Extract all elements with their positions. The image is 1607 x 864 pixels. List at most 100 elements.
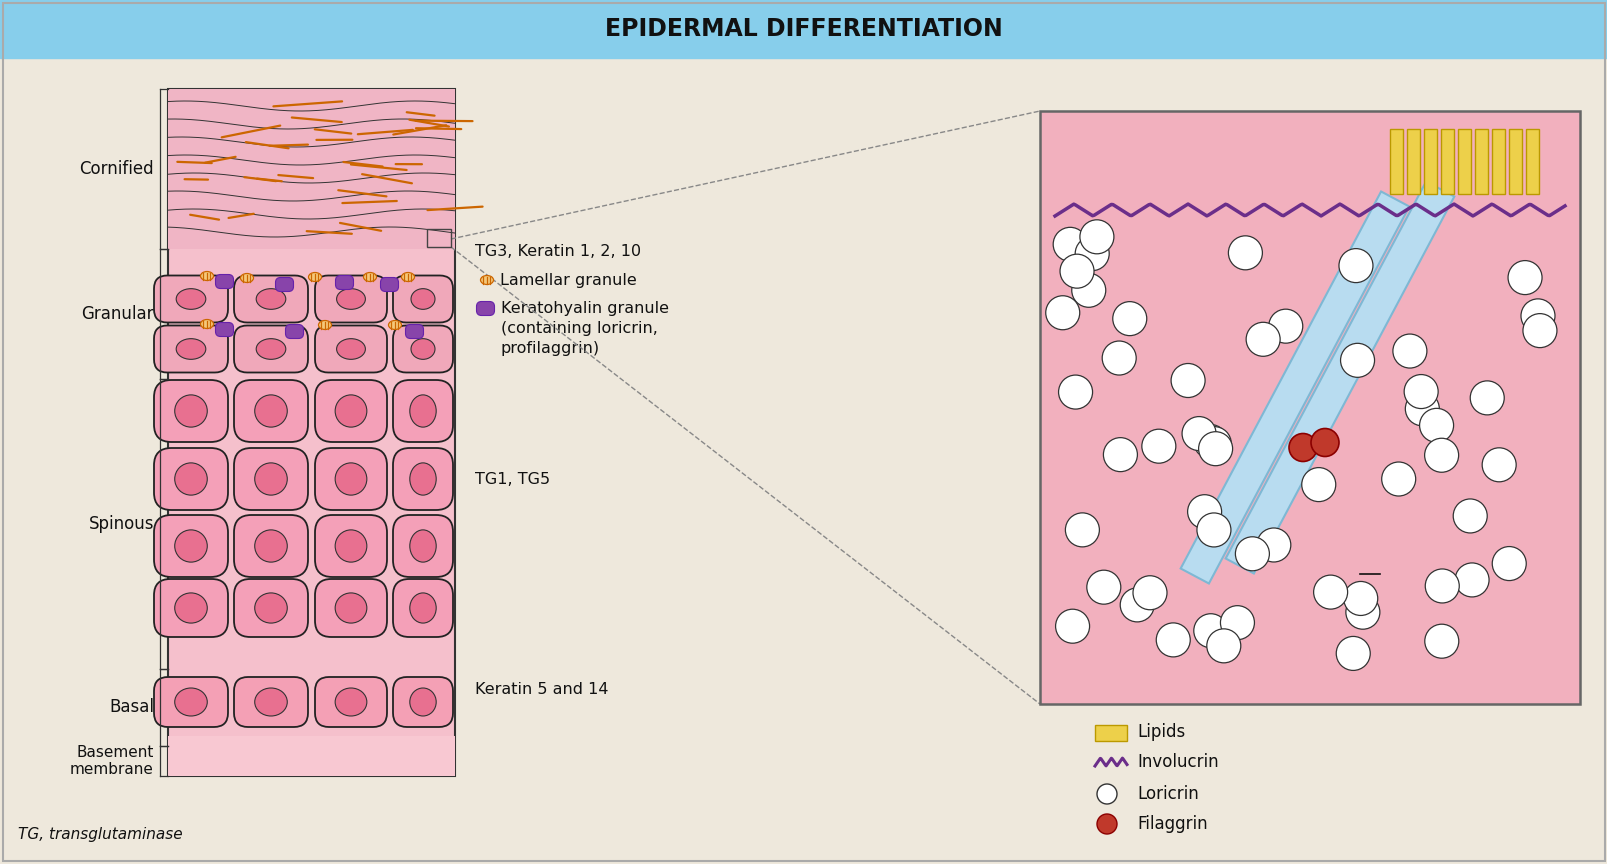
Circle shape: [1345, 595, 1379, 629]
Circle shape: [1257, 528, 1290, 562]
Circle shape: [1192, 613, 1228, 648]
Circle shape: [1424, 624, 1458, 658]
FancyBboxPatch shape: [405, 325, 423, 339]
Ellipse shape: [336, 289, 365, 309]
Circle shape: [1343, 581, 1377, 615]
Circle shape: [1289, 434, 1316, 461]
Circle shape: [1133, 575, 1167, 610]
Bar: [0, 0, 1607, 58]
Text: TG1, TG5: TG1, TG5: [474, 472, 550, 486]
Ellipse shape: [410, 395, 435, 427]
Ellipse shape: [254, 395, 288, 427]
FancyBboxPatch shape: [215, 275, 233, 289]
Ellipse shape: [334, 688, 366, 716]
FancyBboxPatch shape: [154, 448, 228, 510]
Circle shape: [1335, 637, 1369, 670]
Ellipse shape: [363, 272, 376, 282]
Circle shape: [1454, 563, 1488, 597]
FancyBboxPatch shape: [315, 677, 387, 727]
Bar: [1440, 129, 1453, 194]
Circle shape: [1310, 429, 1339, 456]
Ellipse shape: [254, 593, 288, 623]
FancyBboxPatch shape: [154, 677, 228, 727]
Circle shape: [1101, 341, 1136, 375]
Bar: [1491, 129, 1504, 194]
FancyBboxPatch shape: [235, 380, 309, 442]
Circle shape: [1197, 427, 1231, 461]
FancyBboxPatch shape: [154, 326, 228, 372]
Ellipse shape: [177, 289, 206, 309]
Text: profilaggrin): profilaggrin): [501, 340, 599, 355]
Ellipse shape: [389, 321, 402, 329]
FancyBboxPatch shape: [392, 677, 453, 727]
Circle shape: [1220, 606, 1253, 639]
FancyBboxPatch shape: [315, 579, 387, 637]
FancyBboxPatch shape: [392, 380, 453, 442]
Circle shape: [1181, 416, 1215, 451]
Ellipse shape: [336, 339, 365, 359]
Bar: [1507, 129, 1522, 194]
Ellipse shape: [256, 339, 286, 359]
Ellipse shape: [480, 276, 493, 284]
Circle shape: [1059, 254, 1093, 289]
Circle shape: [1228, 236, 1261, 270]
Ellipse shape: [410, 530, 435, 562]
Ellipse shape: [175, 530, 207, 562]
Circle shape: [1424, 569, 1459, 603]
Bar: [1094, 725, 1127, 741]
Circle shape: [1197, 432, 1233, 466]
Ellipse shape: [402, 272, 415, 282]
FancyBboxPatch shape: [235, 677, 309, 727]
Text: Keratin 5 and 14: Keratin 5 and 14: [474, 682, 607, 696]
FancyBboxPatch shape: [286, 325, 304, 339]
Bar: [167, 89, 455, 249]
Ellipse shape: [175, 688, 207, 716]
Ellipse shape: [411, 339, 435, 359]
FancyBboxPatch shape: [154, 515, 228, 577]
Circle shape: [1268, 309, 1302, 343]
Circle shape: [1053, 227, 1086, 261]
FancyBboxPatch shape: [275, 277, 294, 291]
Text: Filaggrin: Filaggrin: [1136, 815, 1207, 833]
Circle shape: [1096, 784, 1117, 804]
Circle shape: [1520, 299, 1554, 333]
Ellipse shape: [334, 395, 366, 427]
Bar: [1406, 129, 1419, 194]
FancyBboxPatch shape: [235, 579, 309, 637]
Bar: [1040, 111, 1580, 704]
Circle shape: [1045, 295, 1078, 330]
Circle shape: [1313, 575, 1347, 609]
Ellipse shape: [175, 593, 207, 623]
FancyBboxPatch shape: [154, 579, 228, 637]
Ellipse shape: [334, 463, 366, 495]
FancyBboxPatch shape: [315, 276, 387, 322]
Bar: [1474, 129, 1486, 194]
Circle shape: [1405, 391, 1438, 426]
Circle shape: [1522, 314, 1556, 347]
Circle shape: [1392, 334, 1425, 368]
FancyBboxPatch shape: [215, 322, 233, 336]
Circle shape: [1112, 302, 1146, 335]
Ellipse shape: [334, 593, 366, 623]
Bar: [1225, 181, 1453, 574]
Text: Cornified: Cornified: [79, 160, 154, 178]
Ellipse shape: [256, 289, 286, 309]
Circle shape: [1234, 537, 1268, 571]
FancyBboxPatch shape: [154, 276, 228, 322]
Circle shape: [1205, 629, 1241, 663]
Circle shape: [1339, 249, 1372, 283]
FancyBboxPatch shape: [235, 276, 309, 322]
Circle shape: [1419, 409, 1453, 442]
Text: Basal: Basal: [109, 698, 154, 716]
FancyBboxPatch shape: [154, 380, 228, 442]
Circle shape: [1102, 438, 1136, 472]
Text: Granular: Granular: [82, 305, 154, 323]
Circle shape: [1424, 438, 1458, 473]
Ellipse shape: [309, 272, 321, 282]
Circle shape: [1188, 495, 1221, 529]
Circle shape: [1302, 467, 1335, 502]
FancyBboxPatch shape: [315, 515, 387, 577]
Circle shape: [1096, 814, 1117, 834]
Bar: [427, 229, 450, 247]
FancyBboxPatch shape: [381, 277, 399, 291]
